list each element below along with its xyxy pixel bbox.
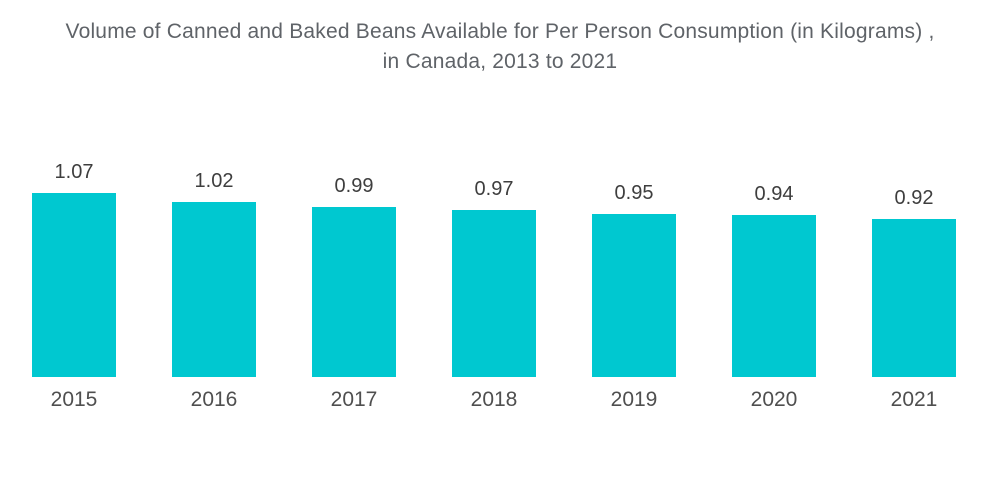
- bar-column: 0.99: [284, 159, 424, 377]
- bar: [872, 219, 956, 377]
- bar-value-label: 0.92: [894, 187, 934, 209]
- x-axis-label: 2016: [190, 388, 238, 411]
- bar-value-label: 0.95: [614, 182, 654, 204]
- chart-title-line-2: in Canada, 2013 to 2021: [382, 50, 618, 73]
- chart-title-line-1: Volume of Canned and Baked Beans Availab…: [65, 20, 935, 43]
- bar-value-label: 1.02: [194, 170, 234, 192]
- x-axis-label: 2019: [610, 388, 658, 411]
- bar-value-label: 0.94: [754, 183, 794, 205]
- bar-column: 0.92: [844, 159, 984, 377]
- bar-column: 0.95: [564, 159, 704, 377]
- x-axis-label: 2015: [50, 388, 98, 411]
- x-axis-label: 2021: [890, 388, 938, 411]
- bar: [452, 210, 536, 377]
- x-axis-label: 2020: [750, 388, 798, 411]
- x-axis-label: 2018: [470, 388, 518, 411]
- bar-column: 1.02: [144, 159, 284, 377]
- bar-chart: 1.07 1.02 0.99 0.97 0.95 0.94 0.92 2015 2016 201…: [4, 159, 984, 412]
- bar-column: 0.94: [704, 159, 844, 377]
- bar-column: 1.07: [4, 159, 144, 377]
- bar-value-label: 0.99: [334, 175, 374, 197]
- x-axis-label: 2017: [330, 388, 378, 411]
- bar-value-label: 1.07: [54, 161, 94, 183]
- bar: [592, 214, 676, 377]
- plot-area: 1.07 1.02 0.99 0.97 0.95 0.94 0.92: [4, 159, 984, 377]
- bar-value-label: 0.97: [474, 178, 514, 200]
- bar: [32, 193, 116, 377]
- bar-column: 0.97: [424, 159, 564, 377]
- chart-title: Volume of Canned and Baked Beans Availab…: [0, 0, 1000, 77]
- bar: [172, 202, 256, 377]
- x-axis: 2015 2016 2017 2018 2019 2020 2021: [4, 388, 984, 412]
- bar: [732, 215, 816, 377]
- bar: [312, 207, 396, 377]
